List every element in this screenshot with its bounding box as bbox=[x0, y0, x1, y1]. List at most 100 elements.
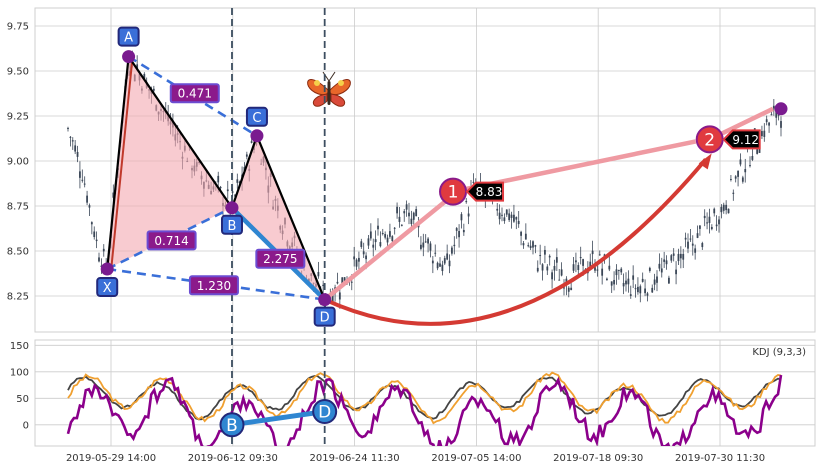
candle-body bbox=[765, 119, 768, 123]
dashed-x-b bbox=[106, 206, 233, 271]
candle-body bbox=[384, 234, 387, 238]
projection-arc bbox=[323, 158, 708, 326]
point-label-text: X bbox=[103, 281, 112, 296]
y-tick-label: 8.50 bbox=[7, 247, 29, 258]
target-value-text: 9.12 bbox=[732, 133, 759, 147]
ratio-text: 0.471 bbox=[178, 87, 212, 101]
leg-ab bbox=[127, 55, 233, 209]
leg-cd bbox=[255, 135, 326, 301]
candle-body bbox=[443, 258, 446, 264]
candle-body bbox=[598, 254, 601, 256]
candle-body bbox=[226, 189, 229, 192]
candle-body bbox=[341, 277, 344, 285]
candle-body bbox=[534, 245, 537, 247]
candle-body bbox=[637, 286, 639, 293]
candle-body bbox=[136, 64, 139, 70]
candle-body bbox=[596, 269, 599, 271]
candle-body bbox=[83, 183, 86, 185]
candle-body bbox=[608, 265, 611, 270]
candle-body bbox=[427, 238, 429, 244]
y-tick-label: 8.75 bbox=[7, 202, 29, 213]
candle-body bbox=[501, 214, 503, 216]
candle-body bbox=[656, 276, 658, 283]
candle-body bbox=[536, 267, 539, 272]
ratio-box bbox=[169, 83, 220, 104]
wing-spot bbox=[338, 80, 344, 86]
ratio-box bbox=[188, 275, 239, 296]
candle-body bbox=[331, 294, 334, 302]
candle-body bbox=[455, 228, 458, 231]
candle-body bbox=[601, 268, 604, 276]
candle-body bbox=[398, 216, 401, 222]
candle-body bbox=[93, 231, 96, 238]
kdj-y-tick-label: 50 bbox=[16, 394, 29, 405]
last-price-point bbox=[774, 102, 788, 116]
candle-body bbox=[436, 262, 439, 269]
antenna bbox=[328, 71, 336, 82]
candle-body bbox=[648, 267, 651, 271]
candle-body bbox=[613, 279, 615, 285]
candle-body bbox=[369, 231, 372, 239]
candle-body bbox=[396, 206, 398, 214]
point-label-box bbox=[96, 277, 119, 297]
candle-body bbox=[620, 268, 623, 273]
candle-body bbox=[508, 213, 511, 221]
wing-spot bbox=[314, 80, 320, 86]
candle-body bbox=[520, 231, 522, 236]
candle-body bbox=[88, 205, 91, 208]
candle-body bbox=[670, 255, 673, 261]
candle-body bbox=[355, 259, 358, 267]
candle-body bbox=[567, 287, 570, 292]
candle-body bbox=[234, 195, 236, 197]
candle-body bbox=[510, 214, 513, 218]
annotations: X A B C D 0.471 0.714 1.230 2.275 1 8.83 2 9.12 B D bbox=[96, 26, 788, 438]
pattern-point bbox=[250, 129, 264, 143]
pattern-point bbox=[225, 201, 239, 215]
candle-body bbox=[617, 269, 620, 271]
candle-body bbox=[684, 237, 687, 240]
candle-body bbox=[358, 257, 360, 262]
candle-body bbox=[460, 214, 463, 221]
target-value-tag bbox=[722, 129, 761, 150]
candle-body bbox=[420, 244, 422, 249]
candle-body bbox=[515, 217, 518, 220]
pattern-point bbox=[122, 50, 136, 64]
candle-body bbox=[675, 269, 677, 275]
candle-body bbox=[756, 149, 759, 154]
d-to-target1-line bbox=[323, 199, 447, 302]
candle-body bbox=[389, 231, 391, 237]
candle-body bbox=[591, 250, 594, 255]
x-tick-label: 2019-07-18 09:30 bbox=[553, 453, 643, 464]
candle-body bbox=[386, 237, 389, 243]
candle-body bbox=[658, 263, 661, 269]
candle-body bbox=[720, 206, 723, 213]
candle-body bbox=[775, 111, 778, 118]
candle-body bbox=[410, 218, 413, 225]
candle-body bbox=[732, 192, 735, 194]
kdj-lines bbox=[66, 371, 783, 446]
candle-body bbox=[663, 259, 666, 262]
candle-body bbox=[751, 156, 754, 160]
kdj-b-d-line bbox=[231, 409, 326, 428]
leg-bc bbox=[230, 135, 258, 209]
candle-body bbox=[496, 208, 499, 211]
y-tick-label: 9.00 bbox=[7, 157, 29, 168]
candle-body bbox=[570, 287, 573, 291]
butterfly-body bbox=[327, 81, 331, 105]
candle-body bbox=[505, 209, 508, 215]
candle-body bbox=[367, 238, 370, 246]
candle-body bbox=[391, 236, 394, 242]
candle-body bbox=[772, 105, 775, 109]
kdj-k-line bbox=[67, 371, 782, 425]
candle-body bbox=[362, 251, 365, 255]
candle-body bbox=[236, 179, 239, 183]
candle-body bbox=[629, 294, 632, 296]
candle-body bbox=[524, 233, 527, 240]
candle-body bbox=[677, 253, 680, 262]
y-tick-label: 8.25 bbox=[7, 292, 29, 303]
candle-body bbox=[560, 269, 563, 276]
candle-body bbox=[708, 216, 711, 223]
x-tick-label: 2019-05-29 14:00 bbox=[66, 453, 156, 464]
candle-body bbox=[317, 272, 320, 277]
